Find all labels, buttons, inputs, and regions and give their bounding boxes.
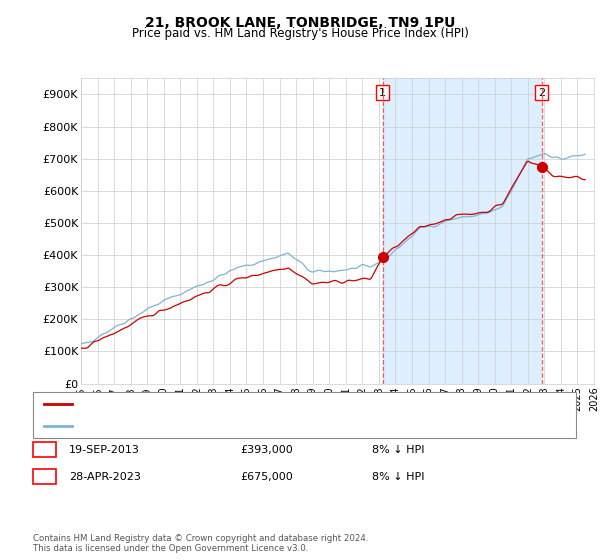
- Text: 2: 2: [538, 87, 545, 97]
- Text: 21, BROOK LANE, TONBRIDGE, TN9 1PU: 21, BROOK LANE, TONBRIDGE, TN9 1PU: [145, 16, 455, 30]
- Text: Contains HM Land Registry data © Crown copyright and database right 2024.
This d: Contains HM Land Registry data © Crown c…: [33, 534, 368, 553]
- Text: 2: 2: [41, 472, 48, 482]
- Text: 8% ↓ HPI: 8% ↓ HPI: [372, 472, 425, 482]
- Bar: [542, 78, 594, 384]
- Text: Price paid vs. HM Land Registry's House Price Index (HPI): Price paid vs. HM Land Registry's House …: [131, 27, 469, 40]
- Bar: [383, 78, 542, 384]
- Text: 21, BROOK LANE, TONBRIDGE, TN9 1PU (detached house): 21, BROOK LANE, TONBRIDGE, TN9 1PU (deta…: [78, 399, 380, 409]
- Text: 1: 1: [41, 445, 48, 455]
- Text: HPI: Average price, detached house, Tonbridge and Malling: HPI: Average price, detached house, Tonb…: [78, 422, 386, 431]
- Text: 19-SEP-2013: 19-SEP-2013: [69, 445, 140, 455]
- Text: £393,000: £393,000: [240, 445, 293, 455]
- Text: 28-APR-2023: 28-APR-2023: [69, 472, 141, 482]
- Text: 1: 1: [379, 87, 386, 97]
- Text: 8% ↓ HPI: 8% ↓ HPI: [372, 445, 425, 455]
- Text: £675,000: £675,000: [240, 472, 293, 482]
